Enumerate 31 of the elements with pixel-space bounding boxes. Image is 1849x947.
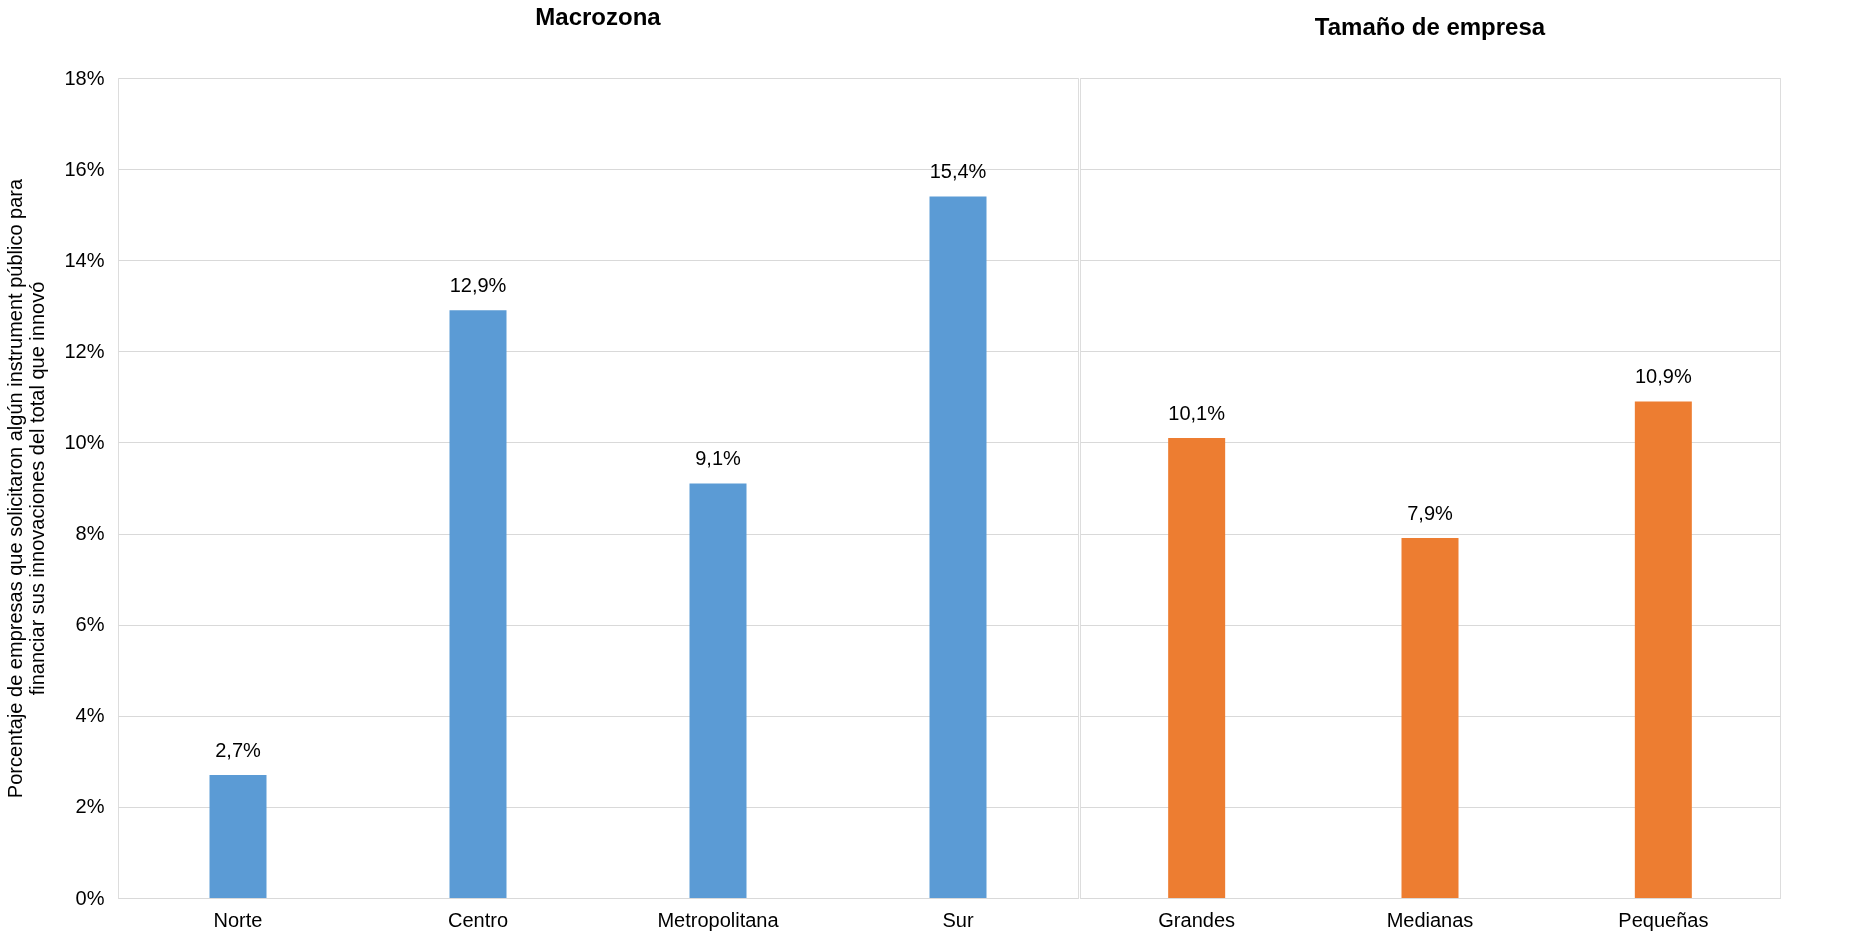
y-tick-label: 12% [64,339,105,362]
y-tick-label: 14% [64,248,105,271]
y-tick-label: 4% [75,704,105,727]
y-tick-label: 6% [75,613,105,636]
x-tick-label: Centro [447,908,509,931]
y-tick-label: 2% [75,795,105,818]
chart-title: Tamaño de empresa [1314,13,1546,40]
data-label: 10,9% [1634,365,1692,388]
data-label: 15,4% [929,160,987,183]
x-tick-label: Pequeñas [1618,908,1709,931]
data-label: 12,9% [449,274,507,297]
y-tick-label: 8% [75,522,105,545]
y-tick-label: 18% [64,66,105,89]
x-tick-label: Medianas [1386,908,1474,931]
bar [449,310,507,898]
y-axis-title: Porcentaje de empresas que solicitaron algún instrument público para financiar sus innovaciones del total que innovó [4,178,49,799]
bar [929,196,987,898]
bar [689,483,747,898]
y-tick-label: 10% [64,430,105,453]
data-label: 2,7% [215,739,262,761]
x-tick-label: Metropolitana [657,908,780,931]
x-tick-label: Norte [213,908,263,931]
data-label: 10,1% [1168,401,1226,424]
y-tick-label: 0% [75,886,105,909]
chart-title: Macrozona [535,3,662,30]
x-tick-label: Sur [942,908,974,931]
bar [209,775,267,898]
data-label: 9,1% [695,447,742,470]
y-tick-label: 16% [64,157,105,180]
x-tick-label: Grandes [1158,908,1236,931]
data-label: 7,9% [1407,502,1454,525]
